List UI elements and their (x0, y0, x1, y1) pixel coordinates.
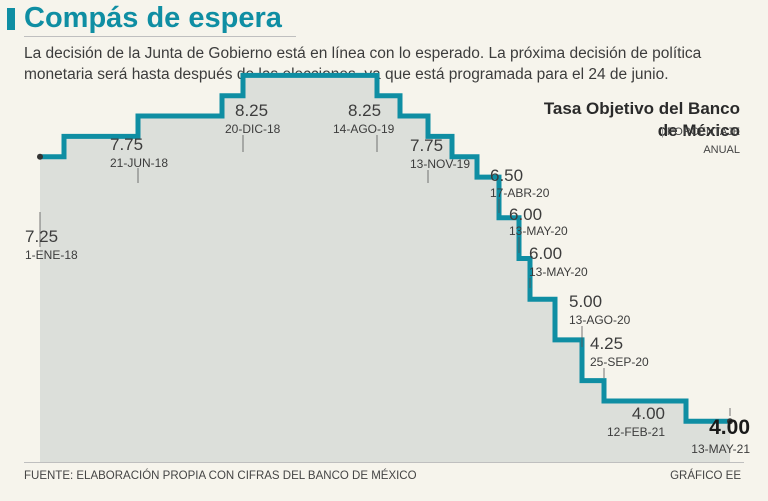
source-note: FUENTE: ELABORACIÓN PROPIA CON CIFRAS DE… (24, 470, 417, 482)
start-marker (37, 153, 43, 160)
graphic-credit: GRÁFICO EE (670, 470, 741, 482)
annotation-date: 17-ABR-20 (490, 186, 550, 200)
rate-step-line (40, 72, 730, 424)
annotation-date: 13-MAY-21 (691, 442, 750, 456)
legend-title: Tasa Objetivo del Banco de México (544, 98, 740, 142)
annotation-value: 5.00 (569, 292, 602, 311)
annotation-value: 8.25 (348, 101, 381, 120)
annotation-value: 6.00 (509, 205, 542, 224)
annotation-date: 1-ENE-18 (25, 248, 78, 262)
annotation-value: 7.25 (25, 227, 58, 246)
annotation-value: 4.00 (632, 404, 665, 423)
annotation-value: 4.00 (709, 416, 750, 439)
annotation-date: 13-MAY-20 (509, 224, 568, 238)
annotation-value: 8.25 (235, 101, 268, 120)
annotation-date: 20-DIC-18 (225, 122, 281, 136)
annotation-date: 12-FEB-21 (607, 425, 665, 439)
annotation-date: 13-MAY-20 (529, 265, 588, 279)
annotation-value: 7.75 (110, 135, 143, 154)
annotation-value: 6.50 (490, 166, 523, 185)
annotation-value: 4.25 (590, 334, 623, 353)
annotation-date: 14-AGO-19 (333, 122, 395, 136)
annotation-date: 21-JUN-18 (110, 156, 168, 170)
legend-unit-line1: PORCENTAJE (666, 126, 740, 138)
title-divider (24, 36, 296, 37)
chart-title: Compás de espera (24, 2, 282, 34)
annotation-date: 13-NOV-19 (410, 157, 470, 171)
annotation-value: 7.75 (410, 136, 443, 155)
footer-divider (24, 462, 744, 463)
legend-unit-line2: ANUAL (703, 144, 740, 156)
legend-title-line2: de México (657, 121, 740, 140)
end-marker (727, 418, 733, 425)
annotation-date: 13-AGO-20 (569, 313, 631, 327)
title-accent-bar (7, 8, 15, 30)
legend-unit: | PORCENTAJE ANUAL (630, 123, 740, 159)
annotation-value: 6.00 (529, 244, 562, 263)
rate-area (40, 75, 730, 462)
legend-title-line1: Tasa Objetivo del Banco (543, 99, 740, 118)
legend-separator: | (660, 126, 667, 138)
annotation-date: 25-SEP-20 (590, 355, 649, 369)
